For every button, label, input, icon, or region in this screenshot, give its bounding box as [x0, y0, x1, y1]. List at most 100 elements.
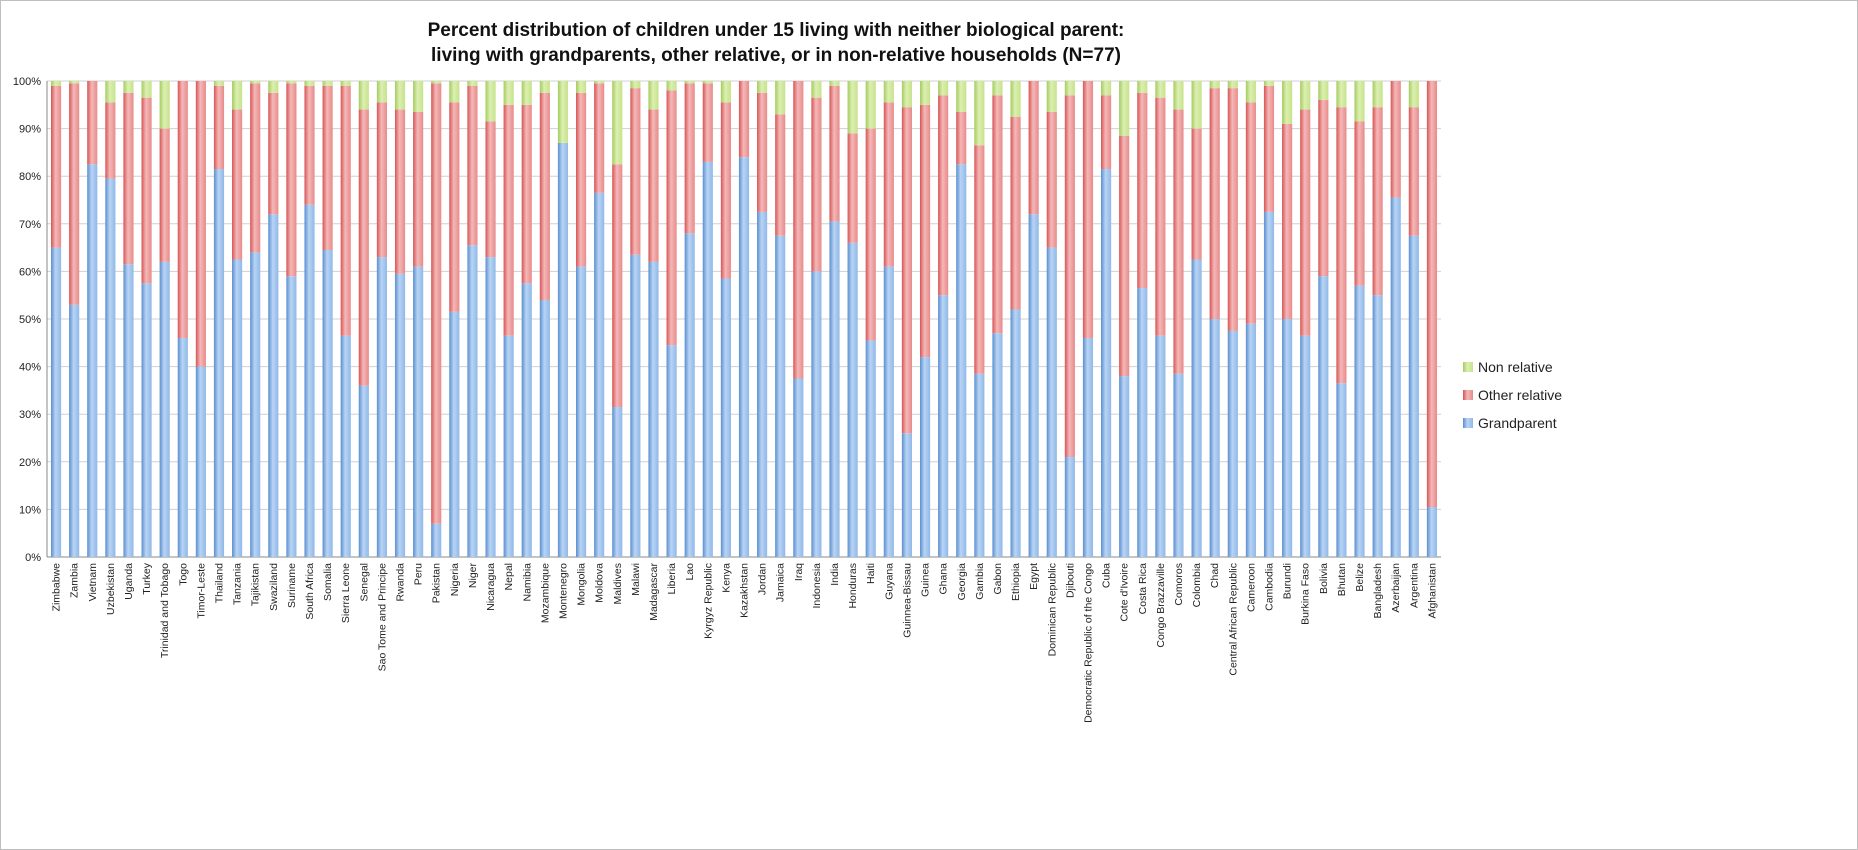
bar-other-relative [1082, 81, 1094, 339]
bar-grandparent [919, 357, 931, 557]
bar-non-relative [1336, 81, 1347, 108]
bar-other-relative [775, 114, 786, 236]
x-category-label: Sao Tome and Principe [376, 563, 388, 672]
bar-other-relative [811, 97, 822, 272]
bar-grandparent [503, 335, 514, 557]
bar-non-relative [1263, 81, 1275, 86]
bar-grandparent [87, 164, 98, 558]
x-category-label: Tanzania [232, 563, 244, 605]
bar-other-relative [123, 92, 134, 265]
bar-other-relative [1209, 88, 1220, 319]
x-category-label: Malawi [630, 563, 642, 596]
bar-other-relative [1155, 97, 1166, 336]
bar-non-relative [1137, 81, 1148, 93]
x-category-label: Haiti [865, 563, 877, 584]
x-category-label: Afghanistan [1426, 563, 1438, 619]
bar-other-relative [195, 81, 206, 367]
y-tick-label: 40% [19, 362, 41, 374]
bar-grandparent [738, 157, 750, 557]
x-category-label: Nepal [503, 563, 515, 590]
bar-other-relative [467, 85, 478, 246]
bar-other-relative [865, 128, 876, 341]
bar-grandparent [757, 211, 768, 557]
bar-non-relative [1064, 81, 1075, 96]
x-category-label: Ethiopia [1010, 563, 1022, 601]
bar-non-relative [684, 81, 695, 84]
x-category-label: Costa Rica [1137, 563, 1149, 615]
bar-grandparent [340, 335, 351, 557]
bar-grandparent [829, 221, 840, 558]
x-category-label: South Africa [304, 563, 316, 620]
x-category-label: Suriname [286, 563, 298, 608]
x-category-label: Cambodia [1264, 563, 1276, 611]
bar-grandparent [467, 245, 478, 557]
bar-other-relative [1354, 121, 1365, 286]
bar-other-relative [105, 102, 116, 179]
bar-non-relative [539, 81, 550, 93]
bar-other-relative [666, 90, 677, 346]
bar-non-relative [811, 81, 822, 98]
x-category-label: Kenya [720, 563, 732, 593]
bar-other-relative [50, 85, 62, 248]
bar-non-relative [666, 81, 677, 91]
legend-label: Other relative [1478, 387, 1562, 403]
bar-other-relative [630, 88, 641, 255]
bar-grandparent [648, 261, 659, 557]
bar-other-relative [793, 81, 804, 379]
bar-non-relative [648, 81, 659, 110]
bar-non-relative [467, 81, 478, 86]
bar-grandparent [232, 259, 243, 557]
x-category-label: Guinnea-Bissau [901, 563, 913, 638]
x-category-label: Timor-Leste [195, 563, 207, 619]
bar-non-relative [1101, 81, 1112, 96]
bar-other-relative [394, 109, 406, 274]
bar-other-relative [1010, 116, 1021, 310]
bar-grandparent [793, 378, 804, 557]
legend: Non relative Other relative Grandparent [1463, 359, 1562, 431]
x-category-label: Cote d'Ivoire [1119, 563, 1131, 622]
x-category-label: Guinea [920, 563, 932, 597]
y-tick-label: 50% [19, 314, 41, 326]
x-category-label: Pakistan [431, 563, 443, 603]
bar-non-relative [1046, 81, 1057, 112]
bar-other-relative [413, 111, 424, 267]
bar-other-relative [738, 81, 750, 158]
bar-other-relative [69, 83, 80, 305]
x-category-label: Ghana [938, 563, 950, 595]
x-category-label: Comoros [1173, 563, 1185, 606]
bar-non-relative [521, 81, 532, 105]
x-category-label: Somalia [322, 563, 334, 601]
bar-other-relative [1227, 88, 1238, 331]
bar-grandparent [1137, 288, 1148, 557]
bar-grandparent [1010, 309, 1021, 557]
x-category-label: Nigeria [449, 563, 461, 596]
bar-non-relative [938, 81, 949, 96]
bar-grandparent [594, 192, 605, 558]
x-category-label: Indonesia [811, 563, 823, 609]
bar-other-relative [286, 83, 297, 277]
bars [50, 81, 1438, 558]
bar-non-relative [413, 81, 424, 112]
x-category-label: Cameroon [1245, 563, 1257, 612]
bar-non-relative [1209, 81, 1220, 89]
bar-grandparent [1336, 383, 1347, 557]
bar-non-relative [232, 81, 243, 110]
x-category-label: Guyana [883, 563, 895, 600]
x-category-label: Kyrgyz Republic [702, 563, 714, 639]
bar-grandparent [413, 266, 424, 557]
bar-non-relative [594, 81, 605, 84]
bar-non-relative [268, 81, 279, 93]
bar-non-relative [250, 81, 261, 84]
bar-non-relative [141, 81, 152, 98]
bar-grandparent [1426, 507, 1438, 557]
bar-other-relative [358, 109, 369, 386]
x-category-label: Bhutan [1336, 563, 1348, 596]
bar-other-relative [340, 85, 351, 336]
x-category-label: Niger [467, 562, 479, 588]
bar-grandparent [177, 338, 188, 557]
x-category-label: Montenegro [557, 563, 569, 619]
bar-other-relative [1046, 111, 1057, 248]
bar-grandparent [213, 169, 225, 557]
bar-other-relative [938, 95, 949, 296]
